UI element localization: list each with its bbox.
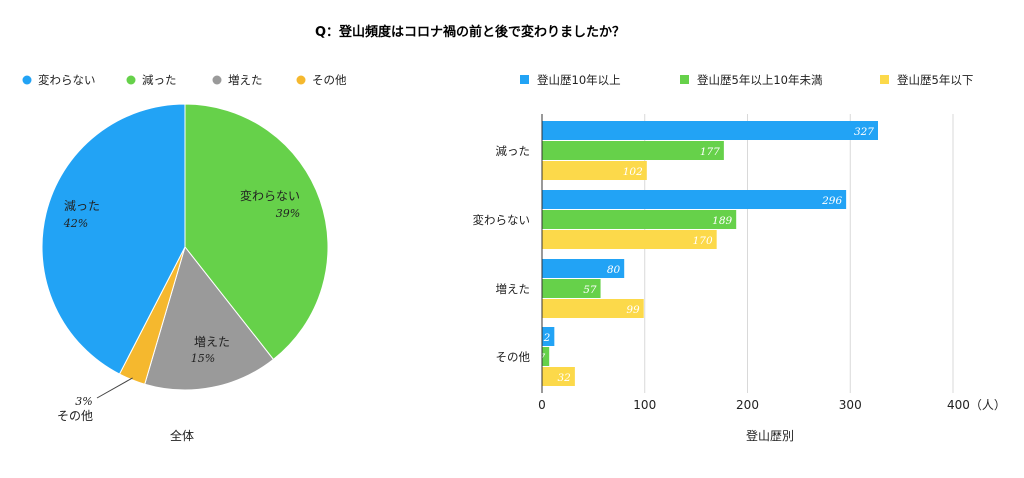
pie-slice-percent: 15% <box>191 352 215 365</box>
pie-slice-label: 増えた <box>194 335 230 349</box>
bar <box>542 121 878 140</box>
pie-slice <box>184 103 329 361</box>
bar <box>542 141 724 160</box>
bar-caption: 登山歴別 <box>746 428 794 443</box>
bar <box>542 259 625 278</box>
bar-tick-label: 400（人） <box>947 398 1006 412</box>
bar <box>542 299 644 318</box>
pie-legend-label: 変わらない <box>38 73 96 87</box>
bar-value-label: 99 <box>626 304 640 316</box>
bar <box>542 210 737 229</box>
bar-tick-label: 0 <box>538 398 546 412</box>
bar-tick-label: 300 <box>839 398 862 412</box>
bar-value-label: 170 <box>693 235 713 247</box>
pie-slice-percent: 3% <box>75 395 92 408</box>
bar-legend-label: 登山歴5年以上10年未満 <box>697 73 822 87</box>
pie-legend-marker <box>212 75 222 85</box>
bar-value-label: 177 <box>700 146 720 158</box>
pie-caption: 全体 <box>170 428 194 443</box>
bar-legend-marker <box>680 75 689 84</box>
bar-category-label: 減った <box>496 144 531 158</box>
pie-legend-marker <box>22 75 32 85</box>
bar-value-label: 32 <box>558 372 572 384</box>
bar-value-label: 296 <box>821 195 842 207</box>
bar-category-label: その他 <box>496 350 531 364</box>
bar-legend-label: 登山歴10年以上 <box>537 73 621 87</box>
bar <box>542 347 550 366</box>
bar-value-label: 12 <box>537 332 551 344</box>
pie-slice <box>41 103 186 375</box>
bar-chart: 登山歴10年以上 登山歴5年以上10年未満 登山歴5年以下 0 100 200 300 400… <box>473 73 1006 443</box>
bar <box>542 230 717 249</box>
bar-tick-label: 200 <box>736 398 759 412</box>
bar-value-label: 189 <box>712 215 732 227</box>
bar-category-label: 変わらない <box>473 213 531 227</box>
chart-title: Q：登山頻度はコロナ禍の前と後で変わりましたか？ <box>315 24 625 40</box>
bar <box>542 367 575 386</box>
pie-slice-label: その他 <box>57 409 93 423</box>
bar-value-label: 57 <box>583 284 597 296</box>
bar <box>542 161 647 180</box>
bar <box>542 327 555 346</box>
bar <box>542 279 601 298</box>
bar-legend-marker <box>880 75 889 84</box>
bar <box>542 190 847 209</box>
bar-value-label: 102 <box>623 166 643 178</box>
pie-legend-marker <box>296 75 306 85</box>
pie-leader-line <box>96 377 133 399</box>
pie-chart: 変わらない 減った 増えた その他変わらない39%増えた15%3%その他減った42%全… <box>22 73 347 443</box>
pie-slice-label: 減った <box>64 198 100 213</box>
pie-slice-label: 変わらない <box>240 188 300 203</box>
pie-legend-marker <box>126 75 136 85</box>
bar-tick-label: 100 <box>633 398 656 412</box>
bar-legend-marker <box>520 75 529 84</box>
pie-legend-label: 増えた <box>228 73 263 87</box>
bar-value-label: 327 <box>854 126 874 138</box>
bar-value-label: 80 <box>607 264 621 276</box>
pie-slice-percent: 39% <box>276 207 300 220</box>
pie-slice <box>144 245 275 391</box>
bar-legend-label: 登山歴5年以下 <box>897 73 973 87</box>
pie-legend-label: その他 <box>312 73 347 87</box>
pie-slice-percent: 42% <box>63 217 88 230</box>
bar-category-label: 増えた <box>496 282 531 296</box>
pie-legend-label: 減った <box>142 73 177 87</box>
